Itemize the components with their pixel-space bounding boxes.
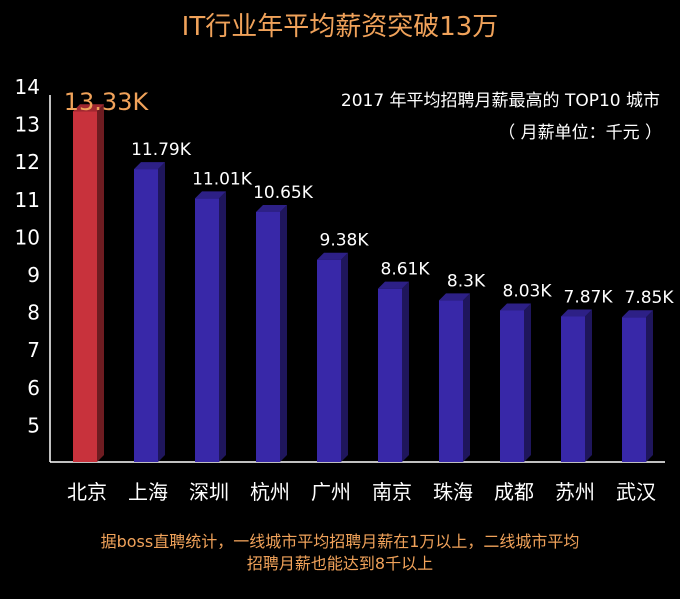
x-category-label: 北京 <box>67 480 107 504</box>
y-axis-ticks: 5 6 7 8 9 10 11 12 13 14 <box>15 75 40 437</box>
y-tick-label: 12 <box>15 150 40 174</box>
bar <box>439 293 470 462</box>
bar-front <box>134 169 158 462</box>
bar-top <box>561 309 592 317</box>
x-axis-categories: 北京 上海 深圳 杭州 广州 南京 珠海 成都 苏州 武汉 <box>67 480 656 504</box>
bar-side <box>646 310 653 462</box>
y-tick-label: 13 <box>15 113 40 137</box>
bar-side <box>219 191 226 462</box>
bar-front <box>500 310 524 462</box>
bar <box>195 191 226 462</box>
bar-front <box>73 111 97 462</box>
bar-side <box>158 162 165 462</box>
chart-title: 2017 年平均招聘月薪最高的 TOP10 城市 <box>341 91 660 111</box>
bar-value-label: 7.85K <box>625 288 675 308</box>
bar <box>500 303 531 462</box>
y-tick-label: 14 <box>15 75 40 99</box>
bar-front <box>317 259 341 462</box>
bar <box>73 104 104 462</box>
bar-side <box>280 204 287 462</box>
bar-value-label: 8.3K <box>447 271 486 291</box>
bar-top <box>256 204 287 212</box>
bar-top <box>317 252 348 260</box>
bar <box>317 252 348 462</box>
bar-top <box>195 191 226 199</box>
bar-value-label: 8.61K <box>381 260 431 280</box>
bar-side <box>402 281 409 462</box>
bar-front <box>256 211 280 462</box>
y-tick-label: 10 <box>15 225 40 249</box>
y-tick-label: 7 <box>27 338 40 362</box>
bar-front <box>561 316 585 462</box>
bar-chart: 5 6 7 8 9 10 11 12 13 14 13.33K 11.79K11.01K10.65K… <box>15 75 675 504</box>
y-tick-label: 9 <box>27 263 40 287</box>
bar-top <box>500 303 531 311</box>
footnote-line-1: 据boss直聘统计，一线城市平均招聘月薪在1万以上，二线城市平均 <box>100 532 580 551</box>
bar-front <box>195 198 219 462</box>
bar-value-label: 7.87K <box>564 287 614 307</box>
bar-front <box>439 300 463 462</box>
x-category-label: 珠海 <box>433 480 473 504</box>
bar-top <box>439 293 470 301</box>
x-category-label: 杭州 <box>250 480 290 504</box>
bar-side <box>341 252 348 462</box>
bar <box>561 309 592 462</box>
bar-side <box>97 104 104 462</box>
chart-subtitle: （ 月薪单位：千元 ） <box>498 123 662 143</box>
bar-top <box>134 162 165 170</box>
bar-value-label: 9.38K <box>320 231 370 251</box>
bar-top <box>378 281 409 289</box>
y-tick-label: 8 <box>27 301 40 325</box>
y-tick-label: 11 <box>15 188 40 212</box>
bar-value-label: 11.79K <box>131 140 192 160</box>
bar <box>378 281 409 462</box>
x-category-label: 深圳 <box>189 480 229 504</box>
bar <box>622 310 653 462</box>
footnote-line-2: 招聘月薪也能达到8千以上 <box>246 554 434 573</box>
bars <box>73 104 653 462</box>
x-category-label: 苏州 <box>555 480 595 504</box>
bar-top <box>622 310 653 318</box>
bar <box>256 204 287 462</box>
bar-value-label: 10.65K <box>253 183 314 203</box>
bar-top <box>73 104 104 112</box>
x-category-label: 南京 <box>372 480 412 504</box>
x-category-label: 成都 <box>494 480 534 504</box>
bar-side <box>524 303 531 462</box>
x-category-label: 广州 <box>311 480 351 504</box>
page-title: IT行业年平均薪资突破13万 <box>181 12 499 42</box>
x-category-label: 武汉 <box>616 480 656 504</box>
bar-side <box>585 309 592 462</box>
y-tick-label: 5 <box>27 413 40 437</box>
bar-value-label: 8.03K <box>503 281 553 301</box>
bar-front <box>622 317 646 462</box>
bar <box>134 162 165 462</box>
y-tick-label: 6 <box>27 376 40 400</box>
bar-side <box>463 293 470 462</box>
bar-value-label: 13.33K <box>64 88 150 116</box>
x-category-label: 上海 <box>128 480 168 504</box>
bar-front <box>378 288 402 462</box>
bar-value-label: 11.01K <box>192 169 253 189</box>
